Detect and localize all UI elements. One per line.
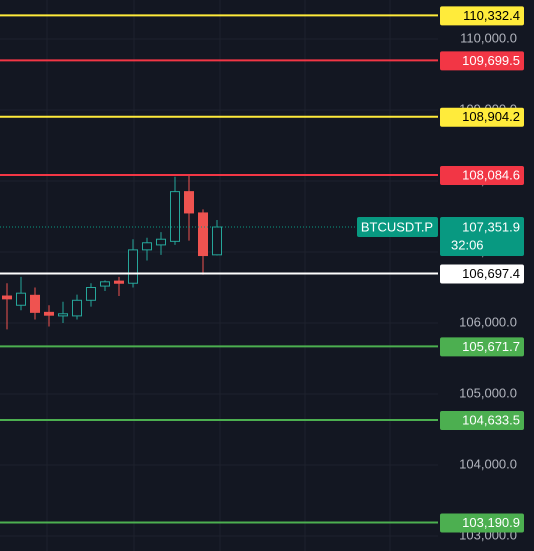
level-label-box (440, 51, 524, 71)
candle-body (198, 212, 208, 257)
y-tick-label: 110,000.0 (460, 30, 517, 45)
price-box (440, 217, 524, 257)
level-label: 110,332.4 (463, 8, 520, 23)
level-label: 105,671.7 (462, 339, 520, 354)
candle-body (114, 280, 124, 284)
candle-body (142, 242, 152, 251)
level-label-box (440, 264, 524, 284)
candle-body (156, 238, 166, 246)
y-tick-label: 104,000.0 (459, 456, 517, 471)
candle-body (58, 313, 68, 317)
level-label-box (440, 337, 524, 357)
candle-body (100, 281, 110, 287)
symbol-label: BTCUSDT.P (361, 219, 433, 234)
candle-body (44, 311, 54, 316)
candle-body (86, 286, 96, 301)
candle-body (184, 191, 194, 214)
candle-body (212, 226, 222, 256)
candle-body (128, 249, 138, 284)
level-label-box (440, 165, 524, 185)
symbol-box (357, 217, 438, 238)
level-label-box (440, 6, 524, 26)
candle-body (16, 292, 26, 306)
level-label: 109,699.5 (462, 53, 520, 68)
y-tick-label: 105,000.0 (459, 385, 517, 400)
level-label-box (440, 513, 524, 533)
candle-body (2, 295, 12, 300)
y-tick-label: 106,000.0 (459, 314, 517, 329)
level-label-box (440, 107, 524, 127)
level-label: 108,904.2 (462, 109, 520, 124)
price-label: 107,351.9 (462, 219, 520, 234)
candle-body (72, 299, 82, 317)
level-label: 103,190.9 (462, 515, 520, 530)
countdown: 32:06 (451, 237, 484, 252)
candle-body (170, 191, 180, 242)
candle-body (30, 294, 40, 313)
level-label: 104,633.5 (462, 412, 520, 427)
level-label: 108,084.6 (462, 167, 520, 182)
level-label: 106,697.4 (462, 266, 520, 281)
level-label-box (440, 411, 524, 431)
